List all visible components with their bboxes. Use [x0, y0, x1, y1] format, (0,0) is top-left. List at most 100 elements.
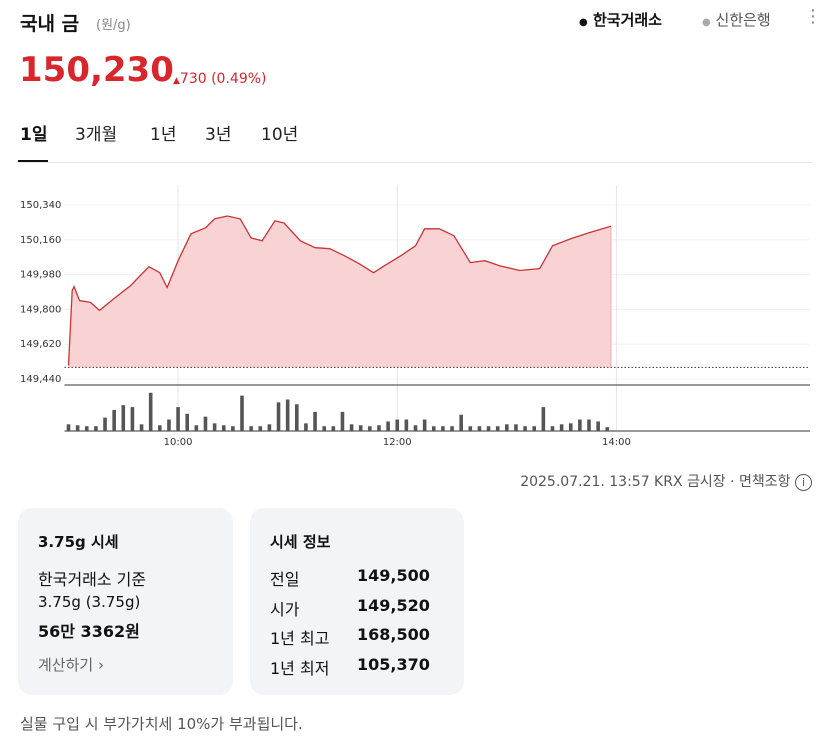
volume-bar [514, 424, 518, 431]
update-info: 2025.07.21. 13:57 KRX 금시장 · 면책조항 i [520, 471, 812, 491]
volume-bar [395, 419, 400, 431]
volume-bar [422, 419, 427, 431]
change: ▲730 (0.49%) [173, 71, 267, 87]
volume-bar [267, 424, 272, 431]
volume-bar [276, 402, 281, 431]
volume-bar [532, 426, 537, 431]
volume-bar [358, 425, 363, 431]
volume-bar [349, 424, 354, 431]
update-time: 2025.07.21. 13:57 KRX 금시장 [520, 474, 726, 490]
volume-bar [212, 423, 217, 431]
info-label: 전일 [270, 570, 300, 589]
volume-bar [75, 425, 80, 431]
y-tick-label: 150,160 [20, 235, 61, 246]
volume-bar [523, 426, 527, 431]
y-tick-label: 150,340 [20, 200, 61, 211]
period-tab[interactable]: 1일 [20, 125, 48, 145]
period-tab[interactable]: 3년 [205, 125, 232, 145]
volume-bar [130, 407, 135, 431]
period-tab[interactable]: 3개월 [75, 125, 118, 145]
volume-bar [505, 424, 509, 431]
link-label: 계산하기 [38, 656, 94, 674]
volume-bar [194, 425, 199, 431]
card-line: 한국거래소 기준 [38, 570, 147, 589]
volume-bar [568, 423, 573, 431]
volume-bar [587, 419, 591, 431]
volume-bar [103, 417, 107, 431]
notice: 실물 구입 시 부가가치세 10%가 부과됩니다. [20, 715, 303, 733]
calc-link[interactable]: 계산하기 › [38, 656, 104, 674]
volume-bar [377, 425, 381, 431]
volume-bar [413, 425, 418, 431]
volume-bar [240, 395, 244, 431]
volume-bar [139, 424, 144, 431]
volume-bar [249, 426, 253, 431]
x-tick-label: 12:00 [383, 437, 412, 448]
volume-bar [221, 425, 226, 431]
tab-underline [18, 160, 48, 162]
volume-bar [596, 421, 600, 431]
card-title: 3.75g 시세 [38, 533, 119, 551]
volume-bar [322, 426, 326, 431]
period-tab[interactable]: 1년 [150, 125, 177, 145]
volume-bar [231, 426, 235, 431]
price: 150,230 [19, 50, 174, 90]
volume-bar [578, 419, 582, 431]
volume-bar [121, 405, 126, 431]
y-tick-label: 149,980 [20, 270, 61, 281]
title: 국내 금 [20, 13, 80, 35]
card-line: 3.75g (3.75g) [38, 593, 141, 611]
volume-bar [550, 426, 555, 431]
info-value: 168,500 [357, 625, 430, 644]
volume-bar [66, 424, 71, 431]
period-tab[interactable]: 10년 [261, 125, 299, 145]
info-icon[interactable]: i [795, 473, 812, 491]
y-tick-label: 149,440 [20, 374, 61, 385]
volume-bar [94, 426, 98, 431]
volume-bar [148, 392, 153, 431]
volume-bar [304, 423, 308, 431]
source-tab[interactable]: ● 한국거래소 [579, 11, 662, 29]
unit: (원/g) [96, 18, 131, 33]
volume-bar [84, 426, 89, 431]
card-weight: 3.75g 시세 한국거래소 기준 3.75g (3.75g) 56만 3362… [18, 508, 233, 695]
volume-bar [185, 413, 190, 431]
info-value: 149,500 [357, 566, 430, 585]
volume-bar [368, 426, 372, 431]
info-label: 1년 최저 [270, 658, 330, 678]
x-tick-label: 10:00 [164, 437, 193, 448]
volume-bar [294, 404, 299, 431]
volume-bar [112, 409, 116, 431]
volume-bar [285, 399, 290, 431]
x-tick-label: 14:00 [602, 437, 631, 448]
card-title: 시세 정보 [270, 533, 331, 551]
volume-bar [340, 411, 345, 431]
divider [18, 162, 812, 163]
volume-bar [459, 414, 463, 431]
info-value: 149,520 [357, 595, 430, 615]
source-label: 신한은행 [715, 11, 771, 29]
more-menu[interactable]: ⋮ [804, 6, 822, 27]
info-value: 105,370 [357, 654, 430, 674]
volume-bar [176, 407, 180, 431]
volume-bar [203, 416, 208, 431]
source-tab[interactable]: ● 신한은행 [702, 11, 771, 29]
volume-bar [450, 426, 454, 431]
volume-bar [486, 426, 491, 431]
chart: 149,440 149,620 149,800 149,980 150,160 150,3… [20, 185, 810, 448]
volume-bar [441, 426, 445, 431]
card-info: 시세 정보 전일 149,500 시가 149,520 1년 최고 168,500 1년 최… [250, 508, 464, 695]
volume-bar [477, 426, 482, 431]
volume-bar [167, 419, 171, 431]
card-line: 56만 3362원 [38, 622, 140, 641]
volume-bar [495, 426, 500, 431]
area [68, 216, 611, 368]
volume-bar [158, 425, 162, 431]
volume-bar [605, 427, 610, 431]
volume-bar [331, 426, 336, 431]
volume-bar [313, 411, 317, 431]
volume-bar [431, 426, 436, 431]
disclaimer-link[interactable]: 면책조항 [739, 474, 791, 490]
volume-bar [468, 426, 473, 431]
